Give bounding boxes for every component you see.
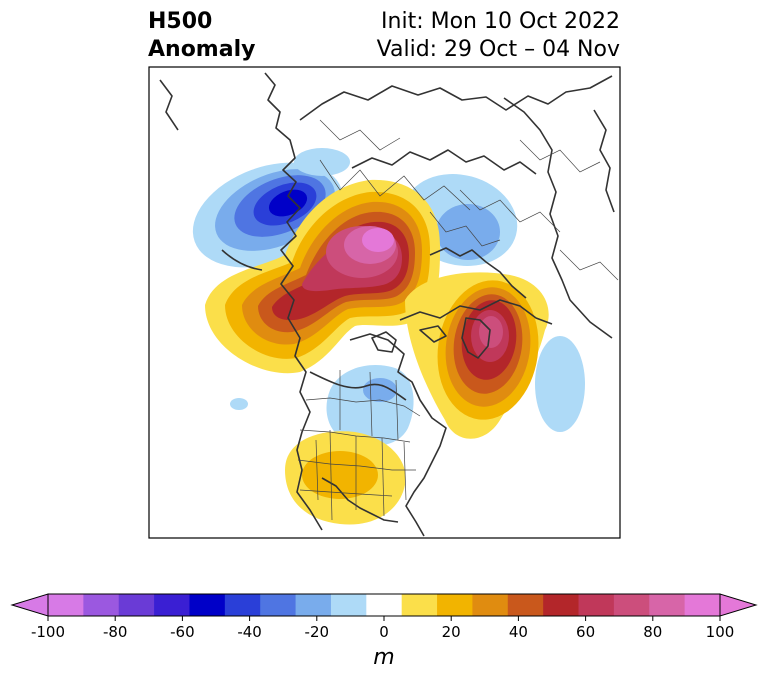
colorbar-tick-label: 0 [379, 623, 389, 641]
colorbar-unit: m [373, 645, 395, 670]
colorbar-segment [578, 594, 615, 616]
colorbar-tick-label: -80 [102, 623, 128, 641]
map-panel [149, 67, 620, 538]
colorbar-segment [437, 594, 473, 616]
colorbar-segment [83, 594, 120, 616]
variable-title: H500 [148, 9, 213, 34]
colorbar-tick-label: 60 [576, 623, 596, 641]
colorbar-segment [472, 594, 509, 616]
colorbar-segment [613, 594, 650, 616]
init-date: Init: Mon 10 Oct 2022 [381, 9, 620, 34]
negative-anomaly-pacific [230, 398, 248, 410]
valid-date: Valid: 29 Oct – 04 Nov [376, 37, 620, 62]
colorbar-segment [118, 594, 155, 616]
map-frame [148, 66, 621, 539]
colorbar-segment [543, 594, 580, 616]
colorbar-tick-label: -20 [304, 623, 330, 641]
colorbar [10, 593, 758, 621]
map-title: H500 Anomaly [148, 8, 255, 64]
colorbar-segment [507, 594, 544, 616]
colorbar-max-extension [719, 593, 758, 617]
colorbar-segment [154, 594, 190, 616]
colorbar-segment [224, 594, 261, 616]
colorbar-tick-label: 100 [705, 623, 735, 641]
colorbar-segment [366, 594, 403, 616]
colorbar-segment [649, 594, 686, 616]
positive-anomaly-arctic [205, 179, 440, 374]
date-info: Init: Mon 10 Oct 2022 Valid: 29 Oct – 04… [377, 8, 620, 64]
negative-anomaly-atlantic [535, 336, 585, 432]
colorbar-segment [684, 594, 721, 616]
field-title: Anomaly [148, 37, 256, 62]
colorbar-tick-label: 40 [508, 623, 528, 641]
colorbar-segment [401, 594, 438, 616]
coastlines [159, 72, 615, 537]
colorbar-tick-label: -40 [237, 623, 262, 641]
colorbar-segment [330, 594, 367, 616]
colorbar-segment [189, 594, 226, 616]
colorbar-segment [260, 594, 297, 616]
colorbar-tick-label: -100 [30, 623, 66, 641]
colorbar-tick-label: 80 [643, 623, 663, 641]
colorbar-segment [48, 594, 84, 616]
colorbar-segment [295, 594, 332, 616]
colorbar-min-extension [10, 593, 49, 617]
colorbar-tick-label: 20 [441, 623, 461, 641]
political-borders [297, 119, 619, 521]
colorbar-tick-label: -60 [170, 623, 195, 641]
